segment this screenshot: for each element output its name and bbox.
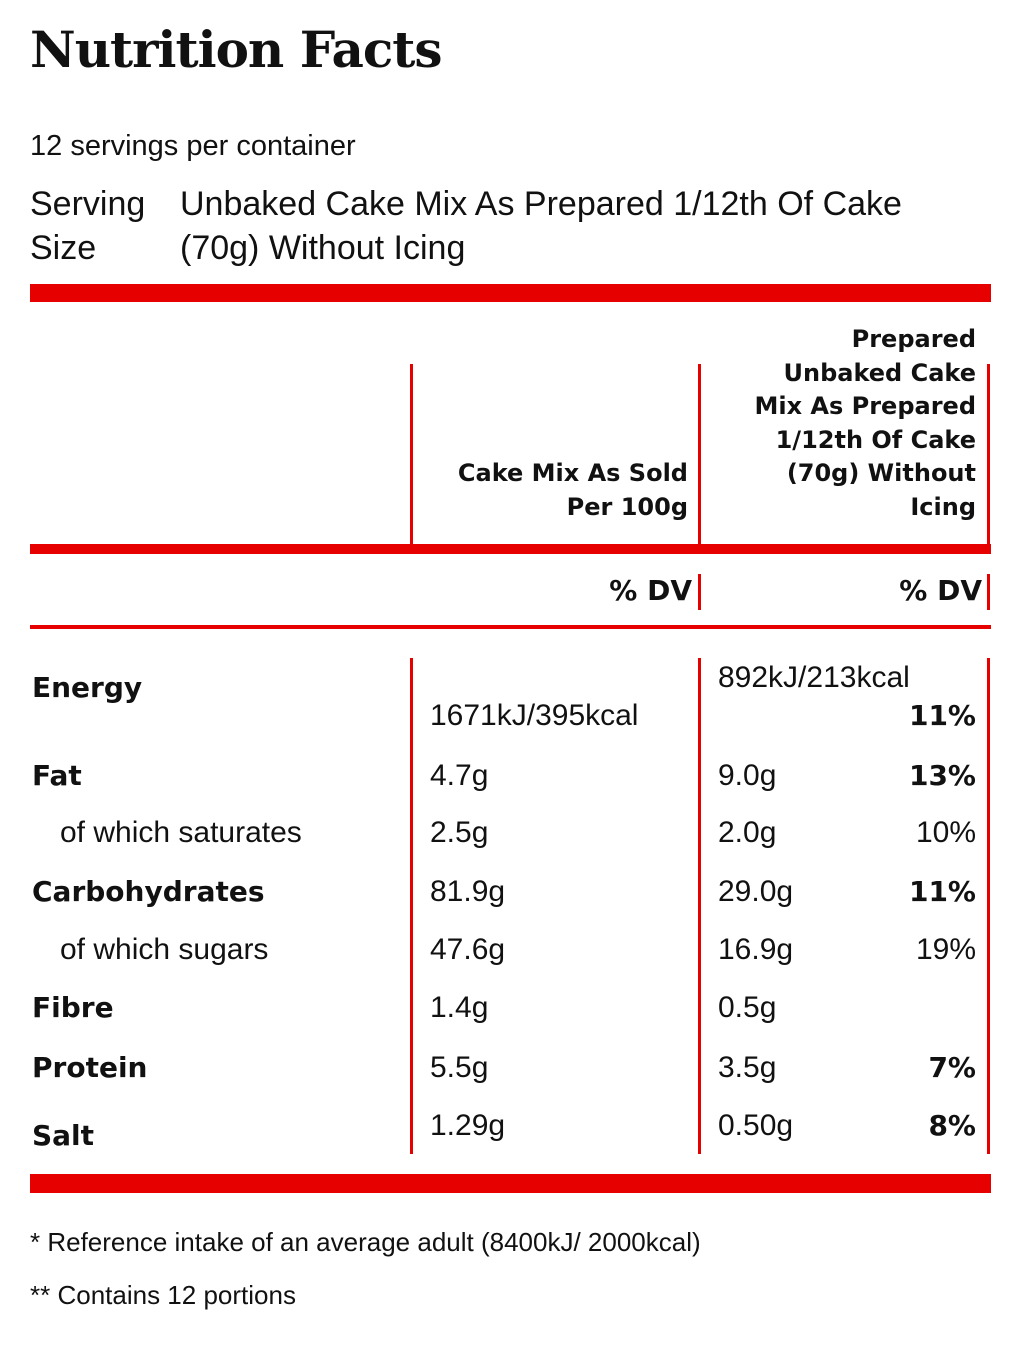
- carbohydrates-value-as-sold: 81.9g: [430, 875, 506, 908]
- carbohydrates-percent-dv: 11%: [908, 875, 976, 908]
- column-header-line: Unbaked Cake: [783, 358, 976, 387]
- column-divider: [698, 574, 701, 610]
- servings-per-container: 12 servings per container: [30, 130, 356, 162]
- column-divider: [987, 574, 990, 610]
- footnote-reference-intake: * Reference intake of an average adult (…: [30, 1227, 701, 1257]
- protein-value-as-sold: 5.5g: [430, 1051, 489, 1084]
- salt-value-prepared: 0.50g: [718, 1109, 794, 1142]
- column-header-line: Mix As Prepared: [754, 392, 976, 420]
- sugars-value-as-sold: 47.6g: [430, 933, 506, 966]
- footnote-portions: ** Contains 12 portions: [30, 1280, 296, 1310]
- page-title: Nutrition Facts: [30, 20, 443, 79]
- column-header-line: Icing: [910, 492, 976, 521]
- column-divider: [698, 658, 701, 1154]
- fibre-value-as-sold: 1.4g: [430, 991, 489, 1024]
- column-header-line: (70g) Without: [786, 459, 976, 487]
- protein-percent-dv: 7%: [928, 1051, 976, 1084]
- column-header-prepared: Prepared Unbaked Cake Mix As Prepared 1/…: [702, 323, 976, 524]
- column-header-cake-mix-as-sold: Cake Mix As Sold Per 100g: [414, 457, 688, 524]
- nutrient-label-saturates: of which saturates: [60, 816, 302, 849]
- fat-percent-dv: 13%: [908, 759, 976, 792]
- dv-header-col2: % DV: [899, 574, 982, 607]
- column-divider: [410, 658, 413, 1154]
- sugars-value-prepared: 16.9g: [718, 933, 794, 966]
- fat-value-as-sold: 4.7g: [430, 759, 489, 792]
- carbohydrates-value-prepared: 29.0g: [718, 875, 794, 908]
- fat-value-prepared: 9.0g: [718, 759, 777, 792]
- column-header-line: Per 100g: [566, 492, 688, 521]
- bottom-thick-divider: [30, 1174, 991, 1193]
- column-divider: [698, 364, 701, 546]
- nutrient-label-fibre: Fibre: [32, 991, 114, 1024]
- dv-divider: [30, 625, 991, 629]
- nutrient-label-carbohydrates: Carbohydrates: [32, 875, 265, 908]
- saturates-percent-dv: 10%: [915, 816, 976, 849]
- salt-percent-dv: 8%: [928, 1109, 976, 1142]
- column-header-line: Prepared: [851, 325, 976, 353]
- column-header-line: 1/12th Of Cake: [775, 425, 976, 454]
- column-header-line: Cake Mix As Sold: [457, 459, 688, 487]
- fibre-value-prepared: 0.5g: [718, 991, 777, 1024]
- protein-value-prepared: 3.5g: [718, 1051, 777, 1084]
- nutrient-label-protein: Protein: [32, 1051, 148, 1084]
- serving-size-value: Unbaked Cake Mix As Prepared 1/12th Of C…: [180, 185, 902, 267]
- nutrient-label-salt: Salt: [32, 1119, 95, 1152]
- column-divider: [410, 364, 413, 546]
- nutrient-label-sugars: of which sugars: [60, 933, 269, 966]
- header-divider: [30, 544, 991, 554]
- nutrient-label-energy: Energy: [32, 671, 143, 704]
- column-divider: [987, 658, 990, 1154]
- energy-value-as-sold: 1671kJ/395kcal: [430, 699, 639, 732]
- energy-value-prepared: 892kJ/213kcal: [718, 661, 910, 694]
- saturates-value-as-sold: 2.5g: [430, 816, 489, 849]
- dv-header-col1: % DV: [609, 574, 692, 607]
- saturates-value-prepared: 2.0g: [718, 816, 777, 849]
- energy-percent-dv: 11%: [908, 699, 976, 732]
- salt-value-as-sold: 1.29g: [430, 1109, 506, 1142]
- serving-size-label: Serving Size: [30, 185, 146, 267]
- nutrient-label-fat: Fat: [32, 759, 82, 792]
- column-divider: [987, 364, 990, 546]
- sugars-percent-dv: 19%: [915, 933, 976, 966]
- top-thick-divider: [30, 284, 991, 302]
